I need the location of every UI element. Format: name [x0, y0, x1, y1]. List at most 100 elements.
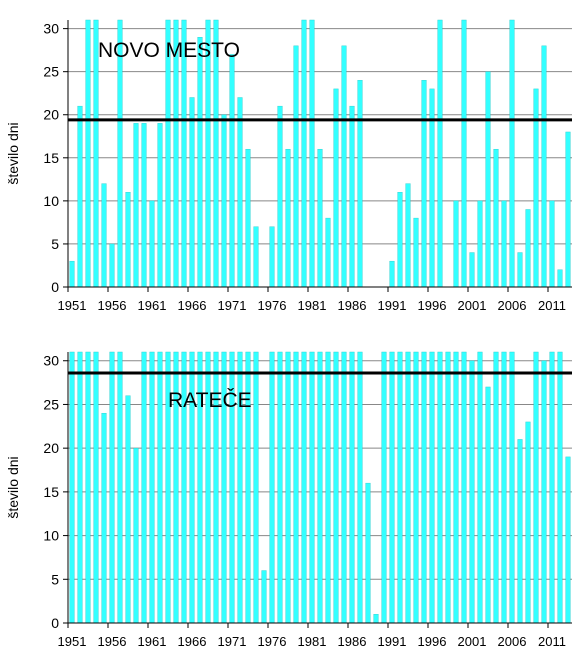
bar: [101, 183, 107, 288]
bar: [141, 123, 147, 288]
bar: [461, 19, 467, 288]
bar: [405, 351, 411, 624]
x-tick-label: 1966: [178, 634, 207, 648]
bar: [277, 105, 283, 288]
bar: [421, 351, 427, 624]
bar: [517, 252, 523, 288]
y-tick-label: 25: [43, 64, 59, 80]
x-tick-label: 1976: [258, 634, 287, 648]
x-tick-label: 1981: [298, 298, 327, 313]
y-tick-label: 20: [43, 107, 59, 123]
y-tick-label: 25: [43, 396, 59, 412]
bar: [325, 351, 331, 624]
bar: [141, 351, 147, 624]
bar: [365, 482, 371, 624]
bar: [525, 421, 531, 624]
x-tick-label: 1991: [378, 298, 407, 313]
bar: [333, 351, 339, 624]
bar: [357, 351, 363, 624]
x-tick-label: 1956: [98, 298, 127, 313]
x-tick-label: 1981: [298, 634, 327, 648]
bar: [389, 260, 395, 288]
bar: [293, 351, 299, 624]
x-tick-label: 1976: [258, 298, 287, 313]
y-tick-label: 0: [51, 279, 59, 295]
x-tick-label: 1951: [58, 634, 87, 648]
bar: [389, 351, 395, 624]
bar: [309, 351, 315, 624]
bar: [565, 131, 571, 288]
x-tick-label: 1961: [138, 298, 167, 313]
bar: [269, 351, 275, 624]
bar: [541, 45, 547, 288]
bar: [245, 148, 251, 288]
bar: [485, 71, 491, 288]
bar: [477, 200, 483, 288]
x-tick-label: 1951: [58, 298, 87, 313]
y-tick-label: 5: [51, 236, 59, 252]
bar: [253, 351, 259, 624]
x-tick-label: 1971: [218, 298, 247, 313]
bar: [93, 351, 99, 624]
bar: [253, 226, 259, 288]
x-tick-label: 1996: [418, 298, 447, 313]
bar: [421, 80, 427, 288]
bar: [109, 351, 115, 624]
bar: [149, 200, 155, 288]
bar: [509, 19, 515, 288]
bar: [133, 447, 139, 624]
bar: [549, 351, 555, 624]
bar: [565, 456, 571, 624]
y-tick-label: 15: [43, 484, 59, 500]
bar: [77, 351, 83, 624]
bar: [101, 412, 107, 624]
chart-panel-2: 0 5 10 15 20 25 30 1951 1956 1961 1966 1971 1976 1981…: [5, 351, 572, 649]
bar: [341, 45, 347, 288]
bar: [309, 19, 315, 288]
bar: [445, 351, 451, 624]
y-tick-label: 20: [43, 440, 59, 456]
bar: [301, 351, 307, 624]
x-tick-label: 2011: [538, 298, 566, 313]
bar: [133, 123, 139, 288]
bar: [301, 19, 307, 288]
bar: [509, 351, 515, 624]
bar: [397, 351, 403, 624]
bar: [125, 395, 131, 624]
bar: [69, 351, 75, 624]
x-tick-label: 1956: [98, 634, 127, 648]
bar: [221, 114, 227, 288]
bar: [349, 351, 355, 624]
y-tick-label: 30: [43, 353, 59, 369]
bar: [437, 19, 443, 288]
bar: [501, 351, 507, 624]
x-tick-label: 2001: [458, 634, 487, 648]
bar: [501, 200, 507, 288]
y-tick-label: 30: [43, 21, 59, 37]
bar: [453, 351, 459, 624]
bar: [85, 351, 91, 624]
x-tick-label: 2006: [498, 634, 527, 648]
bar: [293, 45, 299, 288]
bar: [517, 439, 523, 624]
x-tick-label: 1961: [138, 634, 167, 648]
bar: [453, 200, 459, 288]
bar: [261, 570, 267, 624]
bar: [229, 54, 235, 288]
bar: [237, 97, 243, 288]
bar: [469, 252, 475, 288]
bar: [269, 226, 275, 288]
bar: [373, 614, 379, 624]
bar: [413, 217, 419, 288]
bar: [189, 97, 195, 288]
bar: [77, 105, 83, 288]
bar: [117, 351, 123, 624]
x-tick-label: 2001: [458, 298, 487, 313]
bar: [109, 243, 115, 288]
x-tick-label: 1966: [178, 298, 207, 313]
y-axis-label: število dni: [5, 456, 21, 518]
bar: [285, 148, 291, 288]
bar: [461, 351, 467, 624]
